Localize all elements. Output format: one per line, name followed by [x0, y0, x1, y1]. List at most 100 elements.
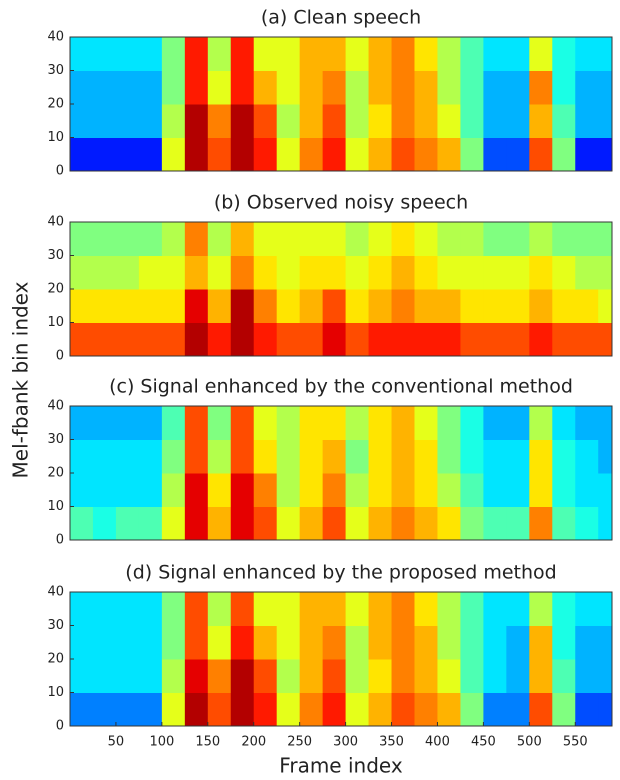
heatmap-cell: [483, 137, 507, 172]
heatmap-cell: [460, 692, 484, 727]
heatmap-cell: [276, 222, 301, 256]
heatmap-cell: [437, 439, 461, 474]
heatmap-cell: [115, 289, 140, 323]
heatmap-cell: [598, 255, 613, 290]
x-tick-label: 450: [471, 735, 496, 750]
heatmap-cell: [529, 104, 553, 138]
x-tick-label: 50: [108, 735, 125, 750]
heatmap-cell: [575, 289, 599, 323]
heatmap-cell: [414, 473, 438, 507]
heatmap-cell: [184, 625, 209, 660]
heatmap-cell: [276, 473, 301, 507]
heatmap-cell: [161, 255, 186, 290]
heatmap-cell: [115, 659, 140, 693]
heatmap-cell: [207, 473, 232, 507]
heatmap-cell: [92, 104, 117, 138]
y-tick-label: 20: [47, 97, 64, 112]
heatmap-cell: [483, 692, 507, 727]
heatmap-cell: [437, 222, 461, 256]
heatmap-cell: [345, 439, 370, 474]
heatmap-cell: [345, 592, 370, 626]
heatmap-cell: [207, 625, 232, 660]
heatmap-cell: [552, 592, 576, 626]
heatmap-cell: [483, 289, 507, 323]
heatmap-cell: [322, 137, 347, 172]
heatmap-cell: [184, 322, 209, 357]
heatmap-cell: [299, 625, 324, 660]
heatmap-cell: [598, 37, 613, 71]
heatmap-cell: [230, 692, 255, 727]
heatmap-cell: [483, 659, 507, 693]
heatmap-cell: [70, 506, 94, 541]
heatmap-cell: [299, 439, 324, 474]
heatmap-cell: [575, 473, 599, 507]
heatmap-cell: [253, 222, 278, 256]
heatmap-cell: [483, 439, 507, 474]
heatmap-cell: [414, 322, 438, 357]
heatmap-cell: [184, 289, 209, 323]
y-tick-label: 40: [47, 399, 64, 414]
heatmap-cell: [253, 506, 278, 541]
x-tick-label: 250: [287, 735, 312, 750]
heatmap-cell: [161, 439, 186, 474]
heatmap-cell: [391, 70, 415, 105]
heatmap-cell: [483, 473, 507, 507]
heatmap-cell: [161, 625, 186, 660]
heatmap-cell: [552, 473, 576, 507]
heatmap-cell: [414, 592, 438, 626]
heatmap-cell: [368, 625, 393, 660]
heatmap-cell: [391, 255, 415, 290]
heatmap-cell: [575, 222, 599, 256]
heatmap-cell: [414, 439, 438, 474]
heatmap-cell: [115, 625, 140, 660]
heatmap-cell: [92, 70, 117, 105]
heatmap-cell: [253, 255, 278, 290]
x-tick-label: 100: [149, 735, 174, 750]
heatmap-cell: [115, 506, 140, 541]
heatmap-cell: [276, 289, 301, 323]
heatmap-cell: [230, 592, 255, 626]
heatmap-cell: [138, 322, 163, 357]
heatmap-cell: [299, 406, 324, 440]
heatmap-cell: [368, 659, 393, 693]
heatmap-cell: [322, 104, 347, 138]
heatmap-cell: [184, 659, 209, 693]
heatmap-cell: [368, 289, 393, 323]
heatmap-cell: [184, 222, 209, 256]
heatmap-cell: [92, 255, 117, 290]
y-tick-label: 0: [56, 349, 64, 364]
heatmap-cell: [506, 37, 530, 71]
heatmap-cell: [345, 104, 370, 138]
heatmap-cell: [529, 659, 553, 693]
heatmap-cell: [70, 473, 94, 507]
heatmap-cell: [115, 37, 140, 71]
heatmap-cell: [598, 70, 613, 105]
y-tick-label: 30: [47, 432, 64, 447]
heatmap-cell: [575, 659, 599, 693]
heatmap-cell: [575, 255, 599, 290]
heatmap-cell: [276, 592, 301, 626]
y-tick-label: 30: [47, 618, 64, 633]
heatmap-cell: [92, 322, 117, 357]
heatmap-cell: [230, 506, 255, 541]
heatmap-cell: [529, 406, 553, 440]
heatmap-cell: [506, 692, 530, 727]
heatmap-cell: [184, 439, 209, 474]
heatmap-cell: [70, 104, 94, 138]
heatmap-cell: [299, 592, 324, 626]
heatmap-cell: [391, 322, 415, 357]
heatmap-cell: [368, 592, 393, 626]
heatmap-cell: [253, 322, 278, 357]
heatmap-cell: [299, 289, 324, 323]
heatmap-cell: [414, 289, 438, 323]
heatmap-cell: [299, 70, 324, 105]
y-tick-label: 40: [47, 215, 64, 230]
heatmap-cell: [437, 137, 461, 172]
heatmap-cell: [414, 692, 438, 727]
heatmap-cell: [437, 592, 461, 626]
heatmap-cell: [70, 222, 94, 256]
heatmap-cell: [345, 406, 370, 440]
heatmap-cell: [253, 625, 278, 660]
heatmap-cell: [529, 506, 553, 541]
